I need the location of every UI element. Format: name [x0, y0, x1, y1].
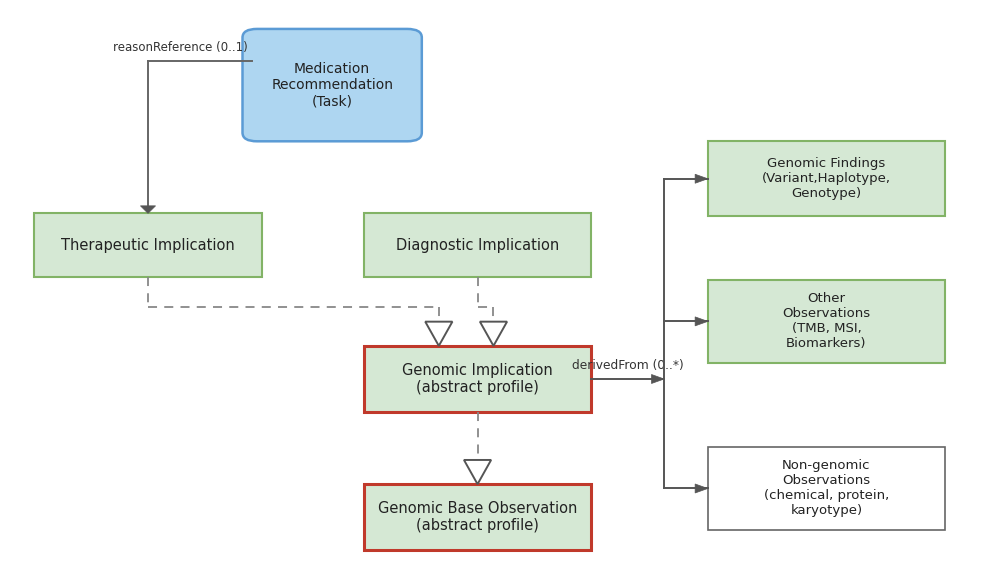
Text: Other
Observations
(TMB, MSI,
Biomarkers): Other Observations (TMB, MSI, Biomarkers… — [782, 292, 870, 350]
FancyBboxPatch shape — [364, 213, 591, 277]
Text: Medication
Recommendation
(Task): Medication Recommendation (Task) — [271, 62, 394, 108]
Text: Genomic Base Observation
(abstract profile): Genomic Base Observation (abstract profi… — [378, 501, 578, 533]
Polygon shape — [140, 206, 155, 213]
Text: Genomic Implication
(abstract profile): Genomic Implication (abstract profile) — [403, 363, 553, 395]
FancyBboxPatch shape — [364, 346, 591, 412]
Polygon shape — [652, 375, 665, 383]
FancyBboxPatch shape — [708, 141, 945, 216]
Text: Genomic Findings
(Variant,Haplotype,
Genotype): Genomic Findings (Variant,Haplotype, Gen… — [762, 157, 891, 201]
FancyBboxPatch shape — [364, 484, 591, 550]
FancyBboxPatch shape — [708, 447, 945, 530]
Polygon shape — [695, 484, 708, 493]
FancyBboxPatch shape — [35, 213, 262, 277]
Text: Therapeutic Implication: Therapeutic Implication — [61, 238, 234, 252]
Polygon shape — [695, 317, 708, 326]
Polygon shape — [480, 322, 507, 346]
Text: Diagnostic Implication: Diagnostic Implication — [396, 238, 559, 252]
Text: reasonReference (0..1): reasonReference (0..1) — [113, 41, 247, 55]
FancyBboxPatch shape — [708, 280, 945, 363]
Polygon shape — [464, 460, 492, 484]
Polygon shape — [695, 174, 708, 183]
Text: Non-genomic
Observations
(chemical, protein,
karyotype): Non-genomic Observations (chemical, prot… — [764, 459, 889, 517]
FancyBboxPatch shape — [242, 29, 421, 141]
Text: derivedFrom (0..*): derivedFrom (0..*) — [572, 359, 683, 372]
Polygon shape — [425, 322, 452, 346]
